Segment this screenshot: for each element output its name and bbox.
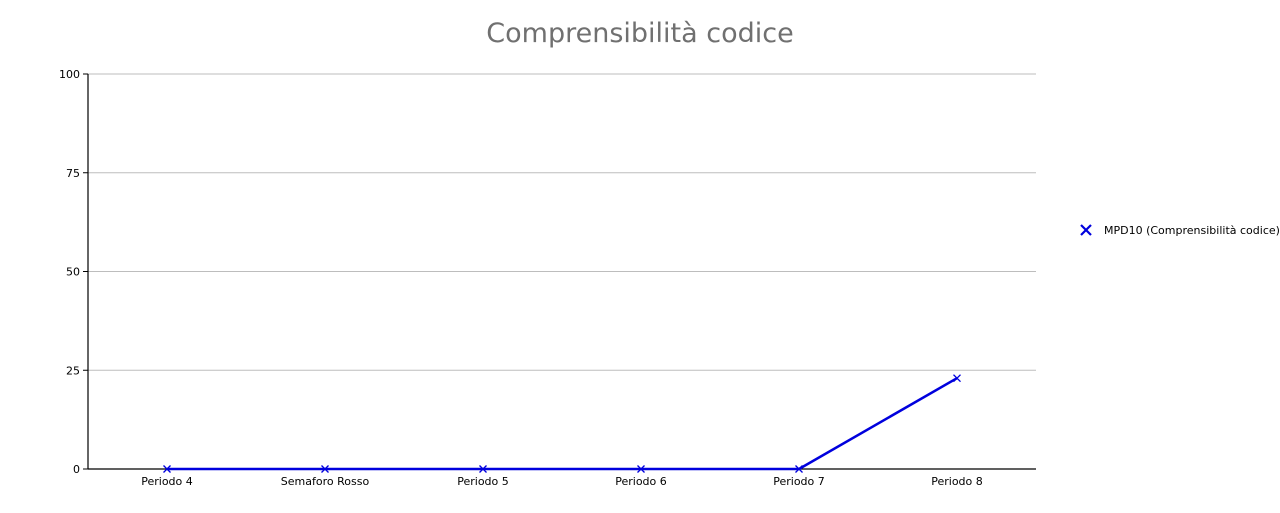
data-point <box>163 465 171 473</box>
y-tick-label: 50 <box>66 266 80 279</box>
y-tick-label: 75 <box>66 167 80 180</box>
x-tick-label: Semaforo Rosso <box>281 475 370 488</box>
x-tick-label: Periodo 4 <box>141 475 193 488</box>
legend-marker-x-icon <box>1080 224 1092 236</box>
x-tick-label: Periodo 5 <box>457 475 509 488</box>
x-tick-label: Periodo 8 <box>931 475 983 488</box>
y-tick-label: 25 <box>66 364 80 377</box>
gridlines <box>88 73 1036 371</box>
data-point <box>479 465 487 473</box>
data-point <box>321 465 329 473</box>
legend: MPD10 (Comprensibilità codice) <box>1078 221 1280 239</box>
data-point <box>637 465 645 473</box>
series-line <box>167 377 958 471</box>
x-axis-ticks: Periodo 4 Semaforo Rosso Periodo 5 Periodo … <box>141 475 983 488</box>
chart-title: Comprensibilità codice <box>486 18 794 49</box>
data-point <box>795 465 803 473</box>
data-point <box>953 374 961 383</box>
series-group <box>163 374 961 473</box>
y-axis-ticks: 0 25 50 75 100 <box>59 68 88 476</box>
legend-label: MPD10 (Comprensibilità codice) <box>1104 223 1280 237</box>
x-tick-label: Periodo 7 <box>773 475 825 488</box>
y-tick-label: 100 <box>59 68 80 81</box>
x-tick-label: Periodo 6 <box>615 475 667 488</box>
y-tick-label: 0 <box>73 463 80 476</box>
